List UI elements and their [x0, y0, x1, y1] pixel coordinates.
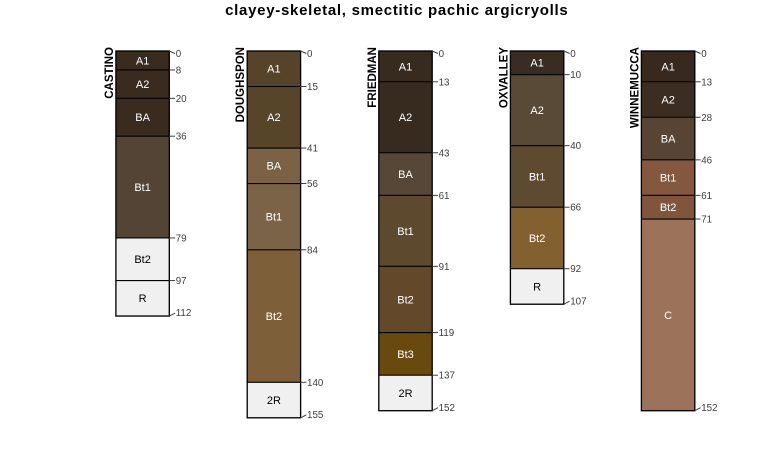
svg-text:41: 41: [307, 144, 318, 155]
svg-text:112: 112: [176, 308, 192, 319]
svg-text:Bt3: Bt3: [397, 349, 414, 361]
svg-text:A2: A2: [530, 105, 543, 117]
svg-text:Bt2: Bt2: [529, 233, 546, 245]
svg-text:Bt2: Bt2: [397, 294, 414, 306]
svg-text:0: 0: [701, 49, 707, 60]
svg-text:40: 40: [570, 141, 581, 152]
svg-text:A1: A1: [267, 64, 280, 76]
svg-text:119: 119: [439, 328, 455, 339]
svg-text:Bt1: Bt1: [529, 171, 546, 183]
svg-text:A1: A1: [136, 55, 149, 67]
svg-text:155: 155: [307, 410, 324, 421]
svg-text:FRIEDMAN: FRIEDMAN: [367, 47, 379, 108]
svg-text:28: 28: [701, 113, 712, 124]
svg-text:A1: A1: [399, 61, 412, 73]
svg-text:46: 46: [701, 155, 712, 166]
svg-text:10: 10: [570, 70, 581, 81]
svg-text:Bt1: Bt1: [266, 212, 283, 224]
svg-text:R: R: [533, 281, 541, 293]
svg-text:Bt1: Bt1: [134, 182, 151, 194]
svg-text:Bt2: Bt2: [660, 202, 677, 214]
svg-text:84: 84: [307, 245, 318, 256]
svg-text:91: 91: [439, 262, 450, 273]
svg-text:15: 15: [307, 82, 318, 93]
svg-text:A2: A2: [661, 94, 674, 106]
svg-text:OXVALLEY: OXVALLEY: [498, 47, 510, 108]
svg-text:66: 66: [570, 203, 581, 214]
svg-text:140: 140: [307, 378, 324, 389]
svg-text:61: 61: [439, 191, 450, 202]
svg-text:BA: BA: [267, 161, 282, 173]
svg-text:20: 20: [176, 94, 187, 105]
svg-text:137: 137: [439, 371, 455, 382]
svg-text:13: 13: [701, 77, 712, 88]
svg-text:0: 0: [307, 49, 313, 60]
svg-text:36: 36: [176, 132, 187, 143]
svg-text:A2: A2: [267, 112, 280, 124]
svg-text:152: 152: [439, 403, 455, 414]
svg-text:43: 43: [439, 148, 450, 159]
svg-text:8: 8: [176, 65, 182, 76]
svg-text:61: 61: [701, 191, 712, 202]
svg-text:79: 79: [176, 233, 187, 244]
svg-text:A2: A2: [399, 112, 412, 124]
svg-text:2R: 2R: [398, 388, 412, 400]
svg-text:0: 0: [176, 49, 182, 60]
svg-text:92: 92: [570, 264, 581, 275]
svg-text:A2: A2: [136, 79, 149, 91]
svg-text:BA: BA: [135, 112, 150, 124]
svg-text:Bt1: Bt1: [397, 226, 414, 238]
svg-text:152: 152: [701, 403, 717, 414]
svg-text:Bt2: Bt2: [266, 311, 283, 323]
svg-text:BA: BA: [661, 133, 676, 145]
svg-text:71: 71: [701, 215, 712, 226]
svg-text:0: 0: [439, 49, 445, 60]
svg-text:0: 0: [570, 49, 576, 60]
svg-text:CASTINO: CASTINO: [104, 47, 116, 99]
svg-text:R: R: [139, 293, 147, 305]
svg-text:Bt2: Bt2: [134, 254, 151, 266]
svg-text:107: 107: [570, 296, 586, 307]
svg-text:Bt1: Bt1: [660, 173, 677, 185]
svg-text:A1: A1: [661, 61, 674, 73]
svg-text:clayey-skeletal, smectitic pac: clayey-skeletal, smectitic pachic argicr…: [225, 2, 568, 19]
svg-text:C: C: [664, 310, 672, 322]
svg-text:WINNEMUCCA: WINNEMUCCA: [629, 47, 641, 128]
svg-text:13: 13: [439, 77, 450, 88]
svg-text:DOUGHSPON: DOUGHSPON: [235, 47, 247, 122]
svg-text:BA: BA: [398, 169, 413, 181]
svg-text:56: 56: [307, 179, 318, 190]
svg-text:A1: A1: [530, 58, 543, 70]
svg-text:97: 97: [176, 276, 187, 287]
svg-text:2R: 2R: [267, 395, 281, 407]
